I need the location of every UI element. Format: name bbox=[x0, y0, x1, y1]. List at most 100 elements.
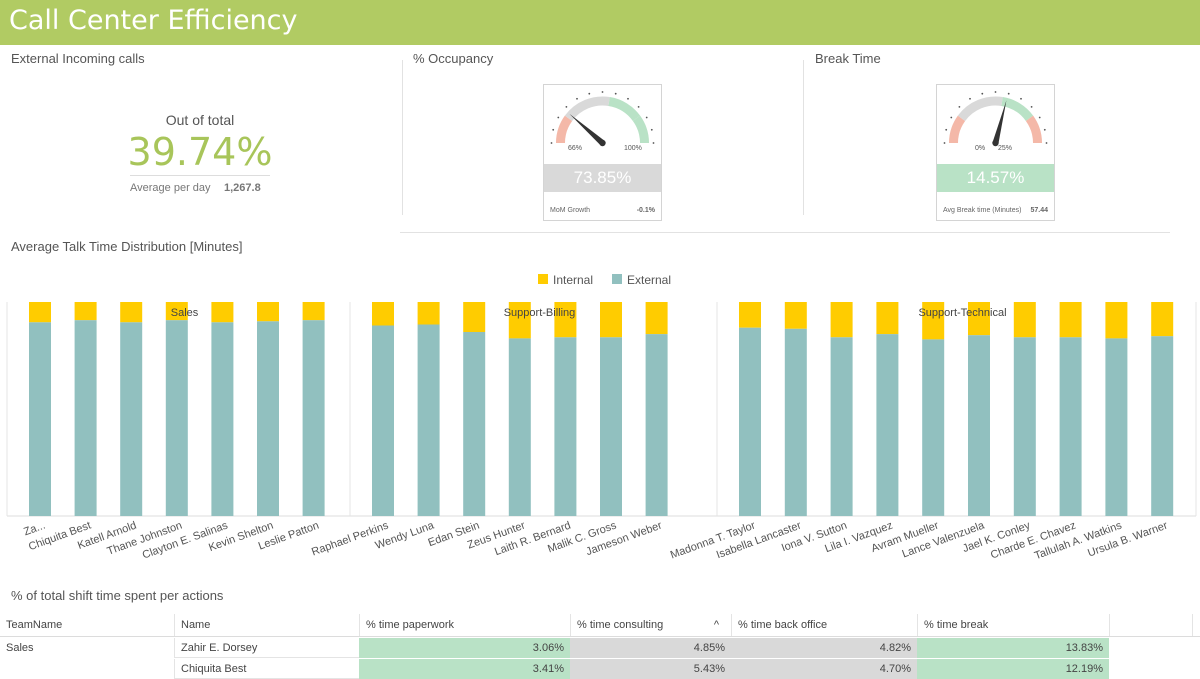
bar-external bbox=[302, 320, 325, 516]
bar-external bbox=[600, 337, 622, 516]
gauge-tick bbox=[969, 97, 971, 100]
gauge-tick bbox=[1007, 92, 1010, 95]
cell-back-office: 4.70% bbox=[731, 659, 917, 679]
gauge-tick bbox=[565, 106, 568, 108]
gauge-needle-hub bbox=[992, 139, 999, 147]
gauge-footer-label: MoM Growth bbox=[550, 207, 591, 214]
gauge-tick bbox=[557, 116, 560, 119]
bar-external bbox=[74, 320, 97, 516]
bar-external bbox=[1151, 336, 1174, 516]
bar-external bbox=[968, 335, 990, 516]
bar-internal bbox=[554, 302, 577, 338]
page-title: Call Center Efficiency bbox=[9, 5, 298, 36]
gauge-tick bbox=[614, 92, 617, 95]
legend-swatch-external bbox=[612, 274, 622, 284]
gauge-tick bbox=[627, 97, 629, 100]
sort-ascending-icon[interactable]: ^ bbox=[713, 619, 719, 631]
bar-internal bbox=[876, 302, 899, 335]
break-time-gauge: 0% 25% 14.57% Avg Break time (Minutes) 5… bbox=[936, 84, 1055, 221]
bar-external bbox=[211, 322, 234, 516]
kpi-subtitle: Out of total bbox=[165, 112, 235, 128]
cell-back-office: 4.82% bbox=[731, 638, 917, 658]
bar-internal bbox=[922, 302, 945, 340]
gauge-tick bbox=[943, 142, 946, 144]
bar-internal bbox=[417, 302, 440, 325]
bar-internal bbox=[1151, 302, 1174, 337]
gauge-tick bbox=[945, 128, 948, 131]
gauge-min-label: 0% bbox=[975, 145, 986, 152]
gauge-band bbox=[948, 115, 966, 144]
bar-external bbox=[1059, 337, 1082, 516]
gauge-tick bbox=[994, 91, 997, 93]
gauge-tick bbox=[1045, 142, 1048, 144]
occupancy-title: % Occupancy bbox=[413, 51, 494, 66]
bar-external bbox=[1013, 337, 1036, 516]
kpi-average-value: 1,267.8 bbox=[224, 182, 261, 194]
bar-internal bbox=[372, 302, 394, 326]
chart-title: Average Talk Time Distribution [Minutes] bbox=[11, 239, 243, 254]
column-header-spacer bbox=[1109, 614, 1193, 636]
legend-label-external: External bbox=[627, 273, 671, 287]
bar-internal bbox=[120, 302, 143, 323]
column-header-consulting[interactable]: % time consulting ^ bbox=[570, 614, 731, 636]
bar-external bbox=[463, 332, 486, 516]
bar-internal bbox=[1105, 302, 1128, 339]
cell-consulting: 5.43% bbox=[570, 659, 731, 679]
bar-internal bbox=[508, 302, 531, 339]
bar-external bbox=[739, 327, 761, 516]
bar-external bbox=[784, 328, 807, 517]
section-divider bbox=[400, 232, 1170, 233]
column-header-paperwork[interactable]: % time paperwork bbox=[359, 614, 570, 636]
cell-paperwork: 3.06% bbox=[359, 638, 570, 658]
gauge-max-label: 100% bbox=[624, 145, 642, 152]
bar-external bbox=[876, 334, 899, 516]
gauge-needle bbox=[569, 113, 605, 146]
bar-external bbox=[29, 322, 51, 516]
gauge-tick bbox=[550, 142, 553, 144]
bar-internal bbox=[784, 302, 807, 329]
kpi-divider bbox=[130, 175, 270, 176]
column-header-teamname[interactable]: TeamName bbox=[6, 619, 63, 631]
table-title: % of total shift time spent per actions bbox=[11, 588, 224, 603]
table-header-divider bbox=[0, 636, 1200, 637]
bar-internal bbox=[74, 302, 97, 321]
app-header: Call Center Efficiency bbox=[0, 0, 1200, 45]
group-label: Support-Billing bbox=[504, 307, 576, 319]
gauge-tick bbox=[1043, 128, 1046, 131]
column-header-back-office[interactable]: % time back office bbox=[731, 614, 917, 636]
gauge-tick bbox=[637, 106, 640, 108]
gauge-tick bbox=[1038, 116, 1041, 119]
gauge-band bbox=[555, 115, 573, 144]
bar-internal bbox=[739, 302, 761, 328]
column-header-name[interactable]: Name bbox=[174, 614, 359, 636]
gauge-dial bbox=[943, 91, 1048, 147]
cell-break: 13.83% bbox=[917, 638, 1109, 658]
group-label: Support-Technical bbox=[918, 307, 1006, 319]
gauge-needle-hub bbox=[599, 139, 606, 147]
gauge-min-label: 66% bbox=[568, 145, 583, 152]
gauge-footer-label: Avg Break time (Minutes) bbox=[943, 207, 1022, 214]
cell-consulting: 4.85% bbox=[570, 638, 731, 658]
bar-external bbox=[417, 324, 440, 516]
cell-name: Chiquita Best bbox=[174, 659, 359, 679]
bar-external bbox=[1105, 338, 1128, 516]
incoming-calls-title: External Incoming calls bbox=[11, 51, 145, 66]
gauge-band bbox=[564, 96, 610, 122]
gauge-band bbox=[1001, 97, 1034, 122]
gauge-tick bbox=[652, 142, 655, 144]
gauge-tick bbox=[650, 128, 653, 131]
gauge-tick bbox=[958, 106, 961, 108]
gauge-tick bbox=[552, 128, 555, 131]
panel-divider bbox=[402, 60, 403, 215]
bar-internal bbox=[645, 302, 668, 335]
gauge-tick bbox=[1020, 97, 1022, 100]
column-header-label: % time consulting bbox=[577, 619, 664, 631]
gauge-band bbox=[957, 96, 1003, 122]
kpi-value: 39.74% bbox=[127, 130, 273, 174]
column-header-break[interactable]: % time break bbox=[917, 614, 1109, 636]
gauge-footer-value: -0.1% bbox=[636, 207, 655, 214]
bar-internal bbox=[463, 302, 486, 332]
gauge-tick bbox=[981, 92, 984, 95]
bar-external bbox=[508, 338, 531, 516]
